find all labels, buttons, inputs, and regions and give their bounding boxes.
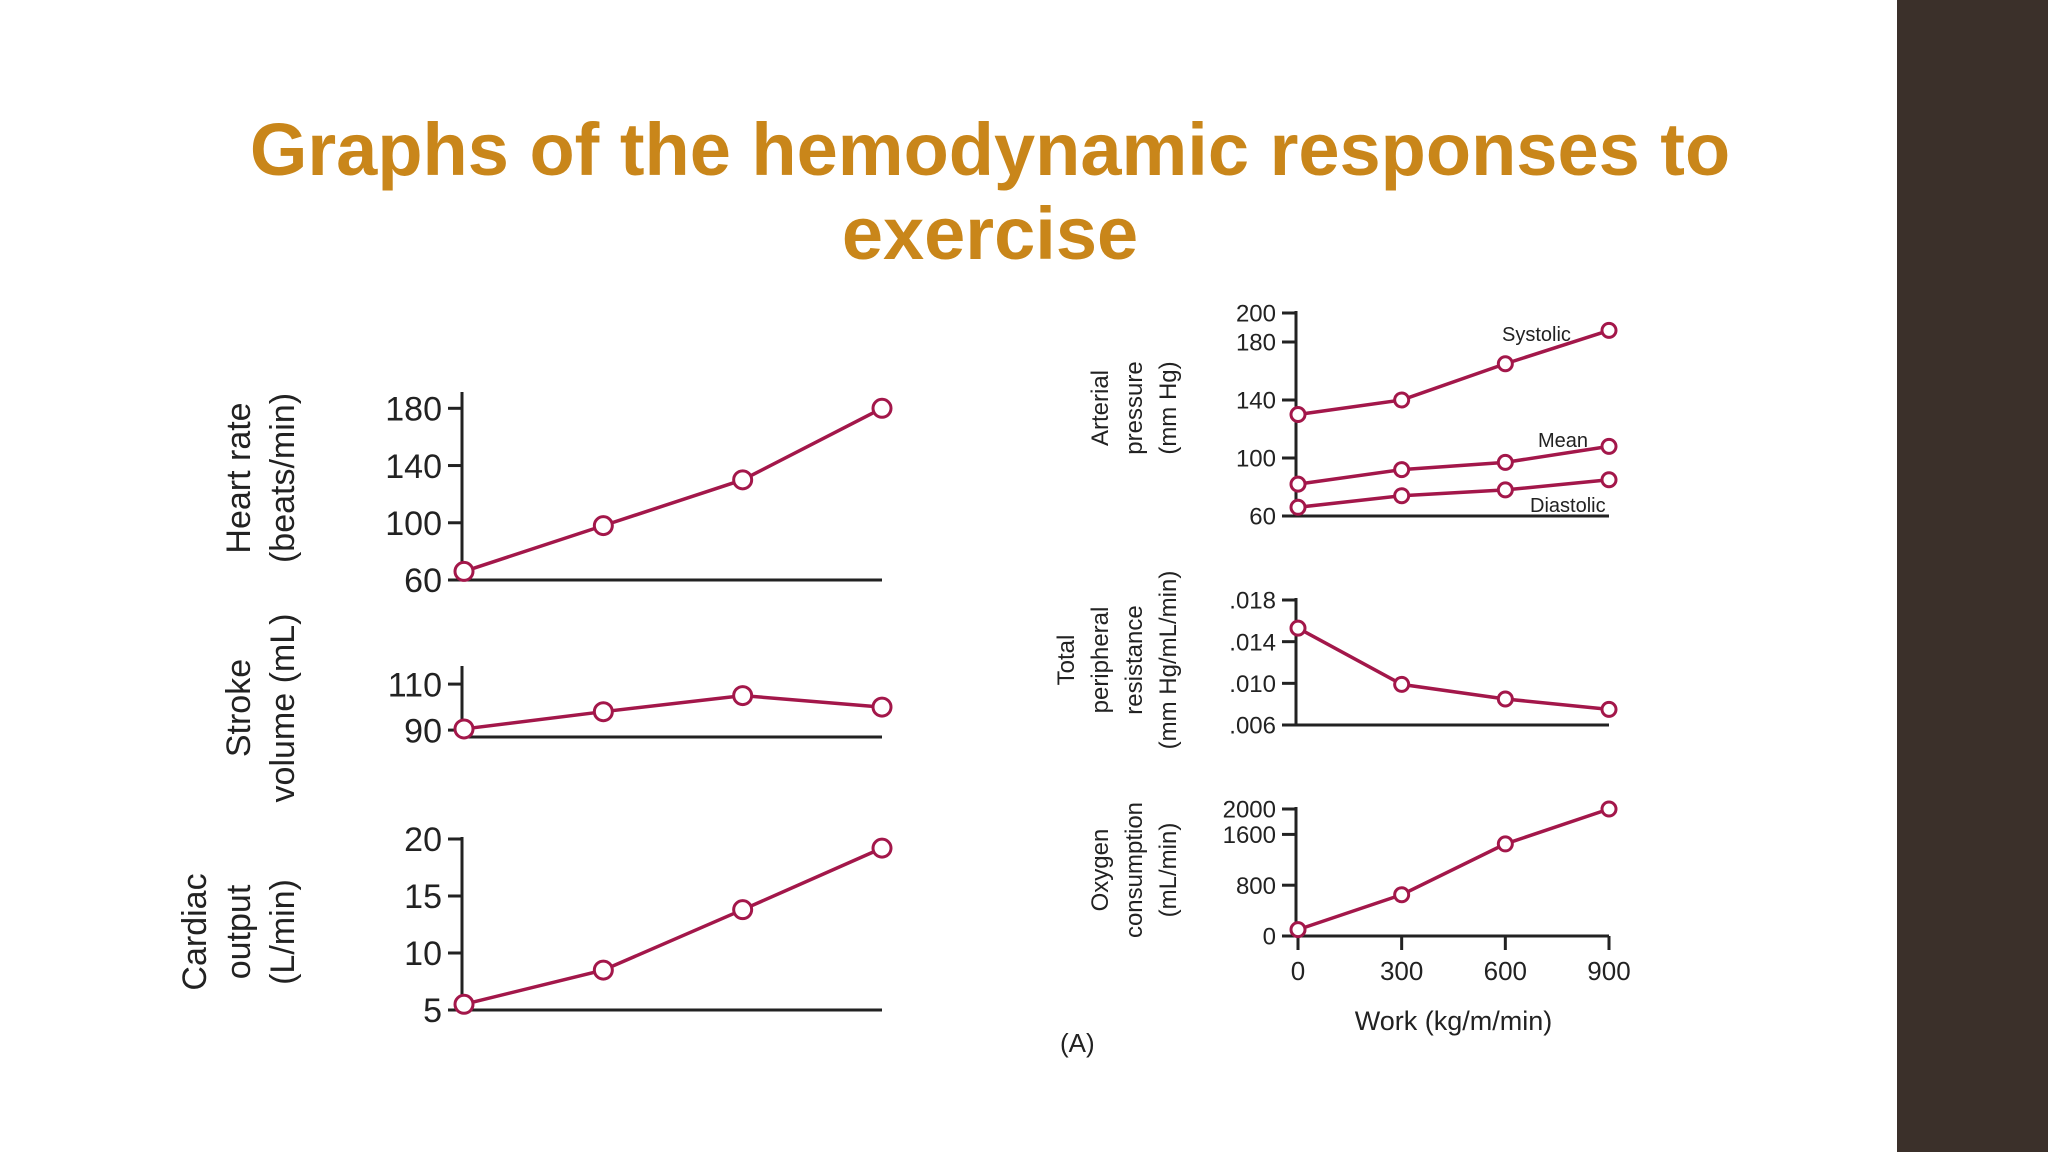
data-point (1496, 481, 1514, 499)
data-point (1393, 391, 1411, 409)
y-axis-label: Cardiac (176, 873, 214, 990)
chart-cardiac-output: 5 10 15 20 Cardiac output (L/min) (176, 821, 893, 1030)
y-tick-label: .010 (1229, 671, 1276, 698)
data-point (1600, 800, 1618, 818)
data-point (871, 397, 893, 419)
y-axis-label: resistance (1121, 605, 1148, 714)
y-tick-label: 140 (385, 448, 442, 486)
y-tick-label: 100 (385, 505, 442, 543)
data-point (1289, 475, 1307, 493)
slide-title: Graphs of the hemodynamic responses to e… (249, 108, 1731, 275)
series-line (1297, 478, 1610, 510)
y-tick-label: 100 (1236, 446, 1276, 473)
data-point (1600, 437, 1618, 455)
y-tick-label: 10 (404, 935, 442, 973)
data-point (1393, 886, 1411, 904)
data-point (1393, 461, 1411, 479)
x-tick-label: 900 (1587, 956, 1630, 986)
data-point (1289, 498, 1307, 516)
data-point (732, 899, 754, 921)
data-point (871, 696, 893, 718)
y-tick-label: 5 (423, 992, 442, 1030)
data-point (732, 685, 754, 707)
data-point (453, 560, 475, 582)
y-tick-label: 200 (1236, 301, 1276, 328)
y-tick-label: 90 (404, 712, 442, 750)
y-tick-label: 180 (1236, 330, 1276, 357)
data-point (453, 993, 475, 1015)
y-tick-label: 800 (1236, 873, 1276, 900)
x-tick-label: 300 (1380, 956, 1423, 986)
y-tick-label: 15 (404, 878, 442, 916)
side-bar (1897, 0, 2048, 1152)
y-tick-label: 110 (388, 666, 442, 704)
x-tick-label: 0 (1291, 956, 1305, 986)
y-tick-label: 140 (1236, 388, 1276, 415)
y-axis-label: (beats/min) (264, 393, 302, 563)
data-point (1496, 355, 1514, 373)
data-point (732, 469, 754, 491)
data-point (1289, 406, 1307, 423)
y-axis-label: Total (1053, 635, 1080, 686)
data-point (1496, 453, 1514, 471)
y-tick-label: .018 (1229, 588, 1276, 615)
data-point (1289, 921, 1307, 939)
series-line (1297, 807, 1610, 932)
x-axis-label: Work (kg/m/min) (1355, 1006, 1553, 1036)
x-tick-label: 600 (1484, 956, 1527, 986)
y-tick-label: 180 (385, 391, 442, 429)
series-line (463, 846, 883, 1006)
y-tick-label: 1600 (1223, 822, 1276, 849)
series-line (1297, 444, 1610, 486)
y-axis-label: volume (mL) (264, 614, 302, 803)
y-axis-label: consumption (1121, 802, 1148, 938)
y-axis-label: Heart rate (220, 402, 258, 553)
data-point (453, 718, 475, 740)
y-tick-label: 20 (404, 821, 442, 859)
data-point (1393, 487, 1411, 505)
y-axis-label: peripheral (1087, 607, 1114, 714)
series-line (1297, 328, 1610, 417)
data-point (1600, 321, 1618, 339)
y-tick-label: 0 (1263, 924, 1276, 951)
y-tick-label: .014 (1229, 629, 1276, 656)
y-axis-label: Arterial (1087, 370, 1114, 446)
data-point (1393, 675, 1411, 693)
y-axis-label: (mL/min) (1155, 823, 1182, 918)
chart-peripheral-resistance: .006 .010 .014 .018 Total peripheral resistanc… (1053, 571, 1618, 750)
data-point (1496, 835, 1514, 853)
y-axis-label: Oxygen (1087, 829, 1114, 912)
series-name: Diastolic (1530, 495, 1606, 517)
chart-heart-rate: 60 100 140 180 Heart rate (beats/min) (220, 391, 893, 600)
y-axis-label: Stroke (220, 659, 258, 757)
data-point (1496, 690, 1514, 708)
data-point (1600, 471, 1618, 489)
series-name: Systolic (1502, 324, 1571, 346)
y-tick-label: 2000 (1223, 797, 1276, 824)
y-axis-label: output (220, 884, 258, 979)
series-line (463, 406, 883, 574)
y-tick-label: .006 (1229, 713, 1276, 740)
data-point (592, 959, 614, 981)
series-line (463, 693, 883, 731)
data-point (871, 837, 893, 859)
chart-stroke-volume: 90 110 Stroke volume (mL) (220, 614, 893, 803)
y-axis-label: pressure (1121, 361, 1148, 454)
y-axis-label: (mm Hg/mL/min) (1155, 571, 1182, 750)
data-point (592, 515, 614, 537)
series-line (1297, 626, 1610, 712)
y-axis-label: (mm Hg) (1155, 361, 1182, 454)
data-point (1600, 700, 1618, 718)
y-axis-label: (L/min) (264, 879, 302, 985)
y-tick-label: 60 (1249, 504, 1276, 531)
panel-label: (A) (1060, 1028, 1095, 1058)
y-tick-label: 60 (404, 562, 442, 600)
data-point (1289, 619, 1307, 637)
series-name: Mean (1538, 430, 1588, 452)
data-point (592, 701, 614, 723)
